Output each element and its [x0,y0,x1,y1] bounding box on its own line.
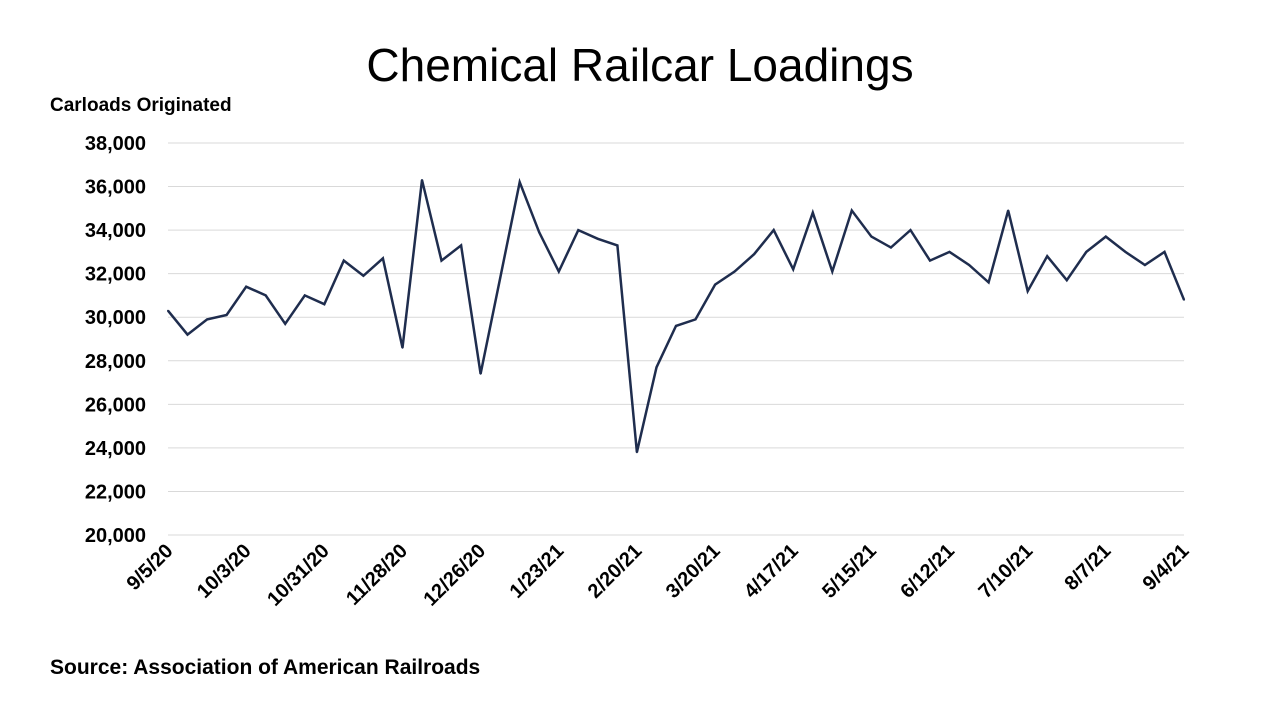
data-point [792,268,795,271]
x-tick-label: 8/7/21 [1061,540,1116,595]
data-point [206,318,209,321]
data-point [1046,255,1049,258]
data-point [557,270,560,273]
y-tick-label: 34,000 [85,220,146,242]
data-point [225,314,228,316]
data-point [909,229,912,232]
data-point [870,235,873,238]
data-point [968,264,971,266]
data-point [714,283,717,286]
data-point [264,294,267,297]
data-point [518,181,521,184]
data-point [460,244,463,247]
data-point [733,270,736,273]
chart-title: Chemical Railcar Loadings [366,39,914,91]
data-point [401,346,404,349]
data-point [596,237,599,240]
data-point [831,270,834,273]
y-tick-label: 22,000 [85,481,146,503]
data-point [1007,209,1010,212]
data-point [167,309,169,312]
data-point [538,231,541,234]
y-tick-label: 26,000 [85,394,146,416]
data-point [245,285,248,288]
data-point [1085,250,1088,253]
data-point [284,322,287,325]
data-point [616,244,619,247]
data-point [1143,264,1146,266]
data-point [1104,235,1107,238]
x-tick-label: 11/28/20 [342,540,412,610]
y-tick-label: 20,000 [85,525,146,547]
source-note: Source: Association of American Railroad… [50,656,481,679]
data-point [811,211,814,214]
data-point [655,366,658,369]
data-point [694,318,697,321]
data-point [1183,298,1185,301]
data-point [1124,250,1127,253]
x-tick-label: 4/17/21 [740,540,803,603]
data-point [499,277,502,279]
data-point [772,229,775,232]
data-point [987,281,990,284]
x-tick-label: 2/20/21 [584,540,647,603]
data-point [850,209,853,212]
data-point [323,303,326,306]
x-tick-label: 10/31/20 [263,540,334,611]
data-point [675,324,677,327]
x-tick-label: 7/10/21 [974,540,1037,603]
data-point [421,179,423,181]
x-tick-label: 3/20/21 [662,540,725,603]
x-tick-label: 9/4/21 [1139,540,1194,595]
data-point [948,250,951,253]
y-axis-label: Carloads Originated [50,95,232,116]
data-point [303,294,306,297]
data-point [381,257,384,260]
y-tick-label: 24,000 [85,438,146,460]
data-point [440,259,443,262]
data-point [362,274,365,277]
y-tick-label: 36,000 [85,177,146,199]
data-point [889,246,892,249]
x-tick-label: 12/26/20 [420,540,491,611]
data-point [1026,290,1029,293]
x-tick-label: 9/5/20 [123,540,178,595]
data-point [1163,250,1166,253]
data-point [479,372,482,375]
data-point [342,259,345,262]
series-line [167,177,1186,453]
data-point [753,253,756,256]
y-tick-label: 32,000 [85,264,146,286]
data-point [929,259,931,262]
data-point [186,333,189,336]
data-point [577,229,580,232]
y-tick-label: 28,000 [85,351,146,373]
x-tick-label: 6/12/21 [896,540,959,603]
x-tick-label: 5/15/21 [818,540,881,603]
x-tick-label: 1/23/21 [506,540,569,603]
data-point [1065,279,1068,282]
data-point [635,451,638,454]
y-tick-label: 38,000 [85,133,146,155]
y-tick-label: 30,000 [85,307,146,329]
x-tick-label: 10/3/20 [193,540,256,603]
